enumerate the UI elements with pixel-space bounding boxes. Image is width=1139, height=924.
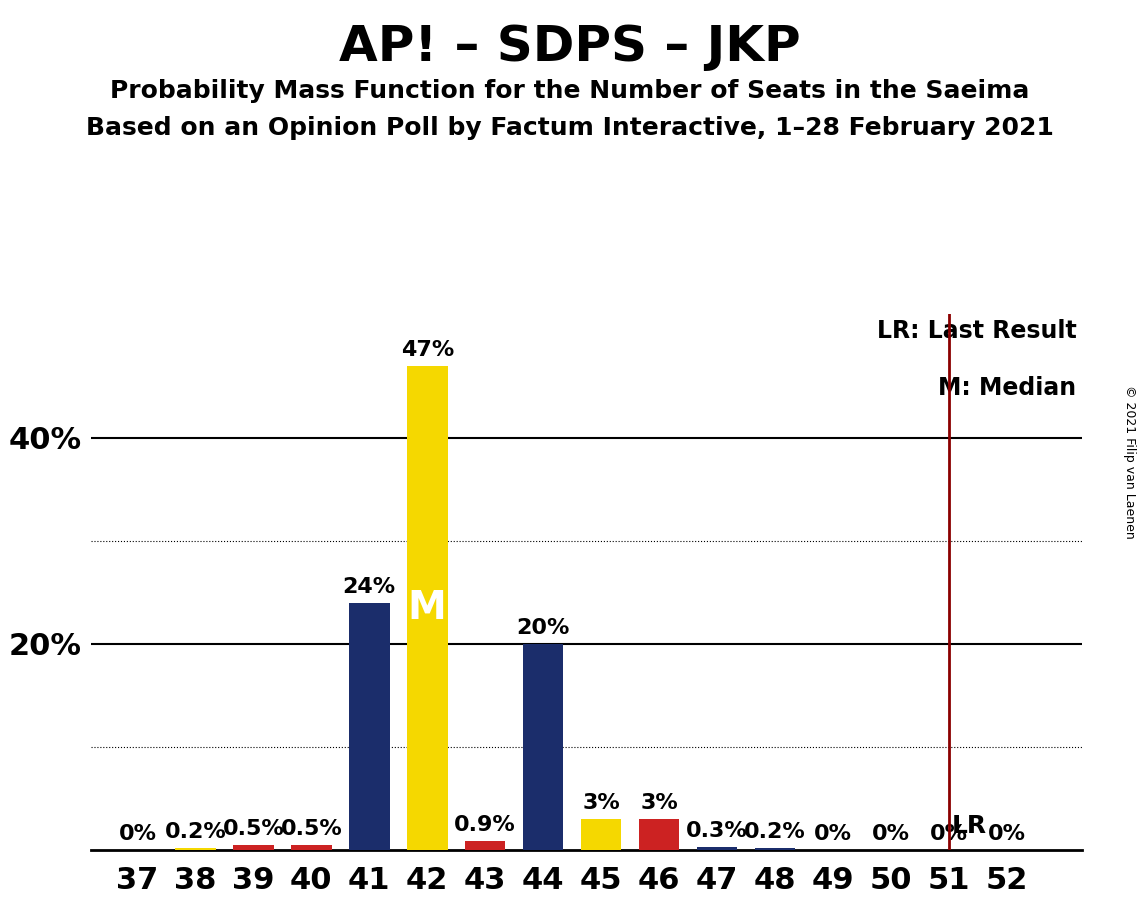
Text: 0%: 0%	[871, 824, 910, 844]
Bar	[465, 841, 506, 850]
Text: 3%: 3%	[582, 793, 620, 813]
Bar	[233, 845, 273, 850]
Text: 3%: 3%	[640, 793, 678, 813]
Bar	[639, 820, 679, 850]
Bar	[755, 848, 795, 850]
Text: Probability Mass Function for the Number of Seats in the Saeima: Probability Mass Function for the Number…	[109, 79, 1030, 103]
Bar	[407, 366, 448, 850]
Bar	[292, 845, 331, 850]
Text: 0%: 0%	[118, 824, 156, 844]
Bar	[697, 847, 737, 850]
Text: 0.2%: 0.2%	[744, 821, 805, 842]
Text: 0.5%: 0.5%	[222, 819, 285, 839]
Bar	[523, 644, 564, 850]
Text: 24%: 24%	[343, 577, 396, 597]
Text: 0.2%: 0.2%	[164, 821, 227, 842]
Text: M: Median: M: Median	[939, 376, 1076, 400]
Text: Based on an Opinion Poll by Factum Interactive, 1–28 February 2021: Based on an Opinion Poll by Factum Inter…	[85, 116, 1054, 140]
Text: 0%: 0%	[814, 824, 852, 844]
Bar	[349, 602, 390, 850]
Text: M: M	[408, 589, 446, 626]
Text: 20%: 20%	[516, 618, 570, 638]
Text: © 2021 Filip van Laenen: © 2021 Filip van Laenen	[1123, 385, 1137, 539]
Text: LR: Last Result: LR: Last Result	[877, 320, 1076, 344]
Text: 0%: 0%	[929, 824, 968, 844]
Text: 0.5%: 0.5%	[280, 819, 342, 839]
Text: 0%: 0%	[988, 824, 1026, 844]
Bar	[581, 820, 622, 850]
Text: 0.3%: 0.3%	[686, 821, 748, 841]
Text: LR: LR	[952, 814, 986, 838]
Bar	[175, 848, 215, 850]
Text: AP! – SDPS – JKP: AP! – SDPS – JKP	[338, 23, 801, 71]
Text: 0.9%: 0.9%	[454, 815, 516, 834]
Text: 47%: 47%	[401, 339, 453, 359]
